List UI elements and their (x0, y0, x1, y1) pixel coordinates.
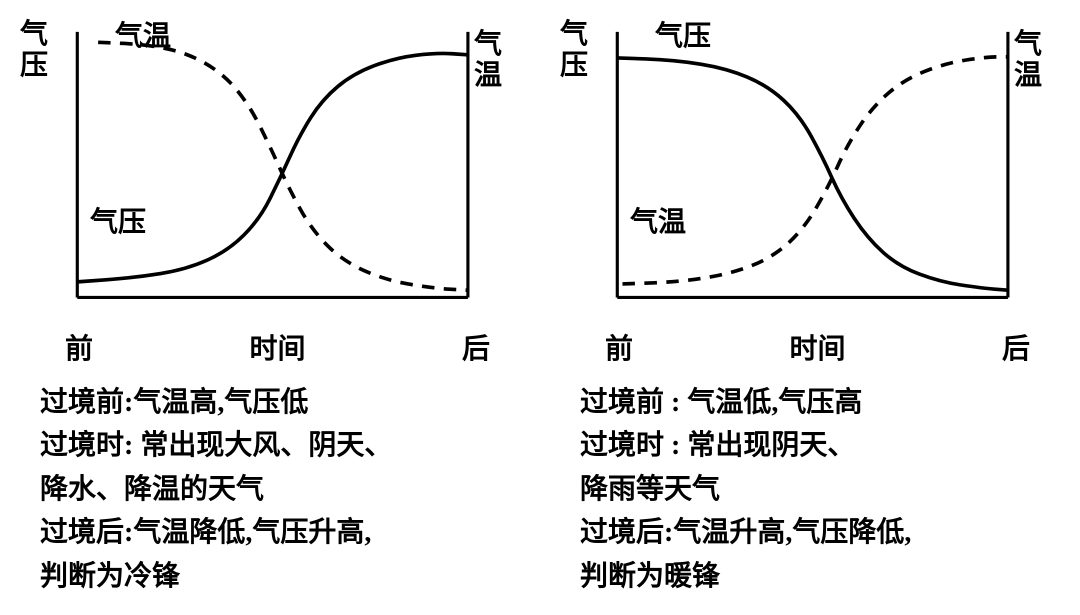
cold-front-description: 过境前:气温高,气压低过境时: 常出现大风、阴天、降水、降温的天气过境后:气温降… (20, 381, 520, 598)
desc-line: 过境时 : 常出现阴天、 (580, 424, 1060, 467)
right-y-right-label: 气温 (1014, 30, 1042, 92)
left-temp-curve-label: 气温 (115, 14, 171, 54)
desc-line: 判断为暖锋 (580, 555, 1060, 598)
right-temp-curve-label: 气温 (630, 200, 686, 240)
cold-front-svg (20, 10, 520, 335)
left-y-right-label: 气温 (474, 30, 502, 92)
desc-line: 判断为冷锋 (40, 555, 520, 598)
desc-line: 过境后:气温升高,气压降低, (580, 511, 1060, 554)
desc-line: 过境前:气温高,气压低 (40, 381, 520, 424)
desc-line: 过境前 : 气温低,气压高 (580, 381, 1060, 424)
warm-front-chart: 气压 气温 气压 气温 (560, 10, 1060, 335)
warm-front-description: 过境前 : 气温低,气压高过境时 : 常出现阴天、降雨等天气过境后:气温升高,气… (560, 381, 1060, 598)
desc-line: 降雨等天气 (580, 468, 1060, 511)
warm-front-svg (560, 10, 1060, 335)
cold-front-chart: 气压 气温 气温 气压 (20, 10, 520, 335)
desc-line: 过境后:气温降低,气压升高, (40, 511, 520, 554)
right-y-left-label: 气压 (560, 20, 588, 82)
left-pressure-curve-label: 气压 (90, 200, 146, 240)
warm-front-panel: 气压 气温 气压 气温 前 时间 后 过境前 : 气温低,气压高过境时 : 常出… (540, 10, 1060, 605)
desc-line: 过境时: 常出现大风、阴天、 (40, 424, 520, 467)
cold-front-panel: 气压 气温 气温 气压 前 时间 后 过境前:气温高,气压低过境时: 常出现大风… (20, 10, 540, 605)
desc-line: 降水、降温的天气 (40, 468, 520, 511)
right-pressure-curve-label: 气压 (655, 14, 711, 54)
left-y-left-label: 气压 (20, 20, 48, 82)
